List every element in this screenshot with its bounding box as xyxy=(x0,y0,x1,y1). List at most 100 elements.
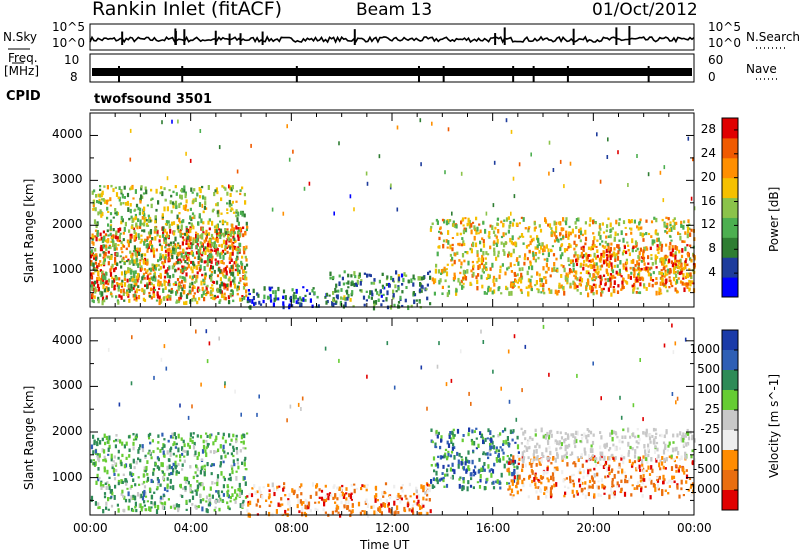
data-cell xyxy=(607,137,609,142)
data-cell xyxy=(608,449,611,452)
data-cell xyxy=(308,292,311,296)
data-cell xyxy=(686,274,690,279)
data-cell xyxy=(198,288,201,292)
data-cell xyxy=(436,364,439,369)
data-cell xyxy=(584,236,588,242)
data-cell xyxy=(530,275,533,278)
data-cell xyxy=(493,462,496,467)
data-cell xyxy=(489,445,492,450)
data-cell xyxy=(192,432,195,435)
data-cell xyxy=(674,464,678,468)
data-cell xyxy=(237,247,240,251)
data-cell xyxy=(161,496,164,501)
data-cell xyxy=(547,434,551,440)
data-cell xyxy=(528,437,531,442)
data-cell xyxy=(231,185,234,190)
data-cell xyxy=(287,508,290,511)
data-cell xyxy=(566,444,569,449)
data-cell xyxy=(245,271,248,274)
data-cell xyxy=(127,284,130,288)
data-cell xyxy=(325,300,328,305)
data-cell xyxy=(549,490,552,496)
data-cell xyxy=(237,265,241,268)
data-cell xyxy=(201,482,204,486)
velocity-colorbar-segment xyxy=(722,390,738,411)
data-cell xyxy=(677,450,680,456)
data-cell xyxy=(303,511,306,516)
data-cell xyxy=(172,241,175,244)
data-cell xyxy=(120,189,123,193)
data-cell xyxy=(170,472,173,475)
data-cell xyxy=(372,504,375,509)
data-cell xyxy=(665,216,668,220)
data-cell xyxy=(127,505,130,511)
data-cell xyxy=(490,438,493,443)
data-cell xyxy=(680,479,683,485)
data-cell xyxy=(574,221,577,225)
data-cell xyxy=(121,218,124,223)
data-cell xyxy=(661,489,664,494)
data-cell xyxy=(464,461,467,466)
data-cell xyxy=(627,427,630,433)
data-cell xyxy=(562,235,565,239)
data-cell xyxy=(143,268,146,271)
data-cell xyxy=(601,451,604,457)
data-cell xyxy=(129,471,132,476)
data-cell xyxy=(351,503,354,508)
data-cell xyxy=(489,245,492,250)
data-cell xyxy=(235,247,238,252)
data-cell xyxy=(242,246,245,251)
data-cell xyxy=(191,212,195,216)
data-cell xyxy=(130,495,133,501)
data-cell xyxy=(150,188,153,192)
data-cell xyxy=(144,217,147,220)
data-cell xyxy=(397,274,400,279)
data-cell xyxy=(530,238,533,243)
data-cell xyxy=(690,491,693,497)
data-cell xyxy=(573,282,576,287)
data-cell xyxy=(434,463,437,467)
data-cell xyxy=(174,236,177,242)
data-cell xyxy=(219,277,222,282)
data-cell xyxy=(104,239,107,243)
data-cell xyxy=(171,432,174,437)
data-cell xyxy=(197,221,200,226)
data-cell xyxy=(201,185,204,189)
data-cell xyxy=(201,286,204,292)
data-cell xyxy=(226,202,229,205)
data-cell xyxy=(201,465,204,469)
data-cell xyxy=(152,284,155,287)
data-cell xyxy=(123,274,127,278)
data-cell xyxy=(456,428,460,434)
data-cell xyxy=(289,404,292,409)
data-cell xyxy=(544,276,547,279)
data-cell xyxy=(648,436,652,441)
data-cell xyxy=(495,277,498,282)
data-cell xyxy=(618,268,621,274)
data-cell xyxy=(145,222,149,226)
data-cell xyxy=(324,484,327,488)
data-cell xyxy=(670,227,673,232)
data-cell xyxy=(294,294,297,300)
data-cell xyxy=(473,225,476,230)
data-cell xyxy=(130,472,133,478)
data-cell xyxy=(154,267,157,271)
data-cell xyxy=(523,256,526,261)
data-cell xyxy=(647,448,650,453)
data-cell xyxy=(222,262,225,265)
data-cell xyxy=(199,234,202,238)
data-cell xyxy=(193,256,197,260)
data-cell xyxy=(455,290,458,296)
data-cell xyxy=(684,275,688,280)
data-cell xyxy=(420,506,423,510)
data-cell xyxy=(186,236,189,240)
data-cell xyxy=(661,263,664,266)
data-cell xyxy=(569,244,572,248)
data-cell xyxy=(453,259,456,265)
data-cell xyxy=(300,492,303,496)
data-cell xyxy=(236,268,240,273)
data-cell xyxy=(590,277,594,280)
data-cell xyxy=(634,278,637,283)
data-cell xyxy=(243,213,246,218)
